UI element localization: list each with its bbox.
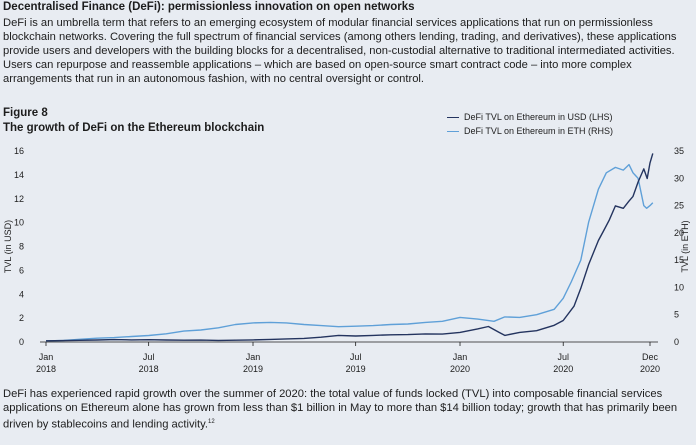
y-right-tick-label: 5 (674, 310, 679, 320)
footer-paragraph: DeFi has experienced rapid growth over t… (3, 387, 693, 432)
x-tick-label-year: 2018 (139, 364, 159, 374)
y-right-axis-label: TVL (in ETH) (680, 220, 690, 272)
legend-item-usd: DeFi TVL on Ethereum in USD (LHS) (447, 110, 613, 124)
y-left-tick-label: 12 (14, 194, 24, 204)
footer-text: DeFi has experienced rapid growth over t… (3, 388, 678, 431)
y-right-tick-label: 20 (674, 228, 684, 238)
x-tick-label-month: Jul (143, 352, 155, 362)
figure-number: Figure 8 (3, 107, 48, 119)
x-tick-label-month: Jan (39, 352, 54, 362)
chart-legend: DeFi TVL on Ethereum in USD (LHS) DeFi T… (447, 110, 613, 138)
series-line-usd (45, 153, 654, 342)
y-left-tick-label: 4 (19, 289, 24, 299)
chart-title: The growth of DeFi on the Ethereum block… (3, 122, 265, 134)
y-right-tick-label: 0 (674, 337, 679, 347)
x-tick-label-month: Jan (453, 352, 468, 362)
x-tick-label-month: Jul (350, 352, 362, 362)
y-left-tick-label: 8 (19, 242, 24, 252)
y-left-tick-label: 10 (14, 218, 24, 228)
y-left-axis-label: TVL (in USD) (3, 220, 13, 273)
box-heading: Decentralised Finance (DeFi): permission… (3, 1, 415, 13)
x-tick-label-month: Jul (557, 352, 569, 362)
x-tick-label-year: 2020 (553, 364, 573, 374)
y-left-tick-label: 14 (14, 170, 24, 180)
y-right-tick-label: 35 (674, 146, 684, 156)
x-tick-label-year: 2019 (346, 364, 366, 374)
y-right-tick-label: 25 (674, 201, 684, 211)
x-tick-label-year: 2020 (450, 364, 470, 374)
line-chart: 0 2 4 6 8 10 12 14 16 0 5 10 15 20 25 30 35 TVL (in USD) T… (3, 146, 690, 374)
y-right-tick-label: 15 (674, 255, 684, 265)
y-left-tick-label: 2 (19, 313, 24, 323)
x-tick-label-month: Dec (642, 352, 659, 362)
footnote-ref: 12 (208, 419, 215, 426)
legend-label-usd: DeFi TVL on Ethereum in USD (LHS) (464, 112, 613, 122)
legend-swatch-eth (447, 130, 459, 132)
legend-item-eth: DeFi TVL on Ethereum in ETH (RHS) (447, 124, 613, 138)
intro-paragraph: DeFi is an umbrella term that refers to … (3, 17, 677, 86)
y-left-tick-label: 16 (14, 146, 24, 156)
y-left-tick-label: 6 (19, 265, 24, 275)
x-tick-label-year: 2020 (640, 364, 660, 374)
x-tick-label-year: 2019 (243, 364, 263, 374)
x-tick-label-year: 2018 (36, 364, 56, 374)
series-line-eth (45, 163, 654, 342)
y-left-tick-label: 0 (19, 337, 24, 347)
x-tick-label-month: Jan (246, 352, 261, 362)
legend-swatch-usd (447, 116, 459, 118)
legend-label-eth: DeFi TVL on Ethereum in ETH (RHS) (464, 126, 614, 136)
y-right-tick-label: 10 (674, 282, 684, 292)
y-right-tick-label: 30 (674, 173, 684, 183)
